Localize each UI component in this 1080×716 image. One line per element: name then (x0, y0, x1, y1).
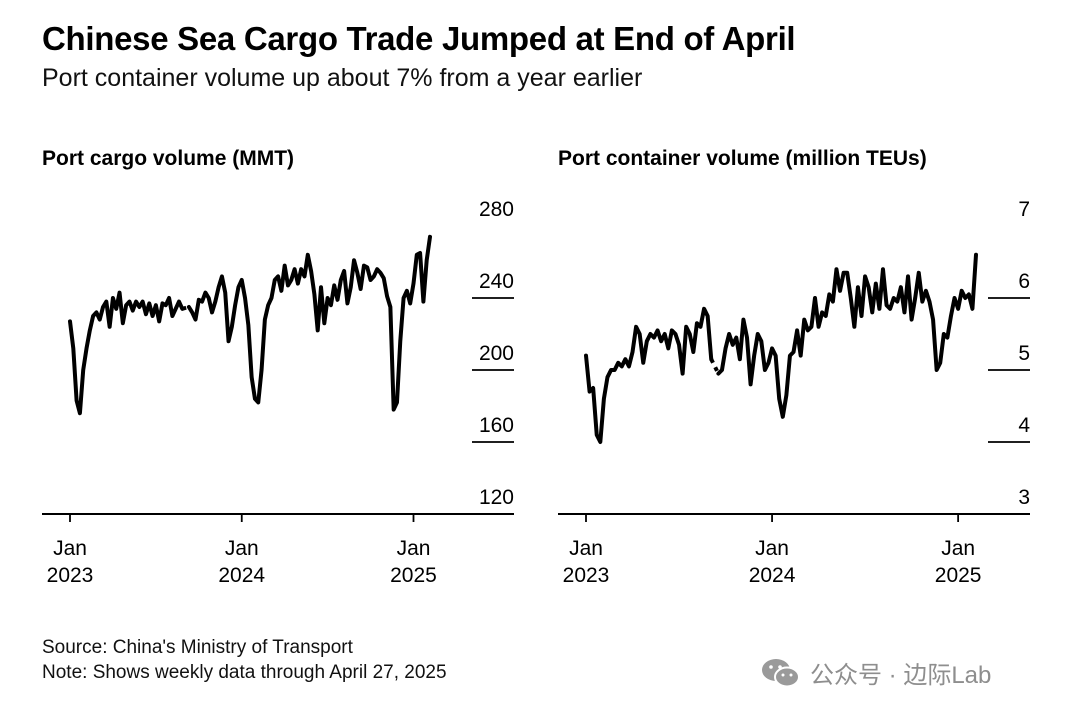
container-panel-title: Port container volume (million TEUs) (558, 147, 927, 170)
data-note: Note: Shows weekly data through April 27… (42, 662, 447, 683)
watermark: 公众号 · 边际Lab (760, 655, 991, 690)
watermark-text: 公众号 · 边际Lab (810, 662, 992, 689)
series-gap-dashed-line (709, 358, 721, 375)
x-tick-label: Jan (569, 537, 603, 560)
x-tick-label: Jan (53, 537, 87, 560)
series-line (186, 234, 432, 412)
cargo-panel-title: Port cargo volume (MMT) (42, 147, 295, 170)
y-tick-label: 240 (479, 270, 514, 293)
x-tick-label: Jan (225, 537, 259, 560)
y-tick-label: 6 (1018, 270, 1030, 293)
source-note: Source: China's Ministry of Transport (42, 637, 353, 658)
chart-title: Chinese Sea Cargo Trade Jumped at End of… (42, 20, 796, 57)
x-tick-year-label: 2024 (218, 564, 265, 587)
x-tick-year-label: 2024 (749, 564, 796, 587)
container-volume-chart: 7 6 5 4 3 Jan 2023 Jan 2024 Jan 2025 (558, 198, 1030, 587)
y-tick-label: 280 (479, 198, 514, 221)
x-tick-label: Jan (397, 537, 431, 560)
x-tick-label: Jan (755, 537, 789, 560)
x-tick-year-label: 2023 (563, 564, 610, 587)
x-tick-year-label: 2023 (47, 564, 94, 587)
x-tick-year-label: 2025 (935, 564, 982, 587)
x-tick-label: Jan (941, 537, 975, 560)
y-tick-label: 5 (1018, 342, 1030, 365)
wechat-icon (762, 658, 800, 687)
series-line (716, 252, 978, 419)
x-tick-year-label: 2025 (390, 564, 437, 587)
y-tick-label: 7 (1018, 198, 1030, 221)
y-tick-label: 4 (1018, 414, 1030, 437)
chart-subtitle: Port container volume up about 7% from a… (42, 64, 643, 92)
y-tick-label: 3 (1018, 486, 1030, 509)
y-tick-label: 120 (479, 486, 514, 509)
y-tick-label: 200 (479, 342, 514, 365)
series-line (68, 290, 185, 416)
cargo-volume-chart: 280 240 200 160 120 Jan 2023 Jan 2024 Jan 2025 (42, 198, 514, 587)
series-gap-dashed-line (181, 305, 190, 311)
y-tick-label: 160 (479, 414, 514, 437)
series-line (584, 306, 714, 444)
